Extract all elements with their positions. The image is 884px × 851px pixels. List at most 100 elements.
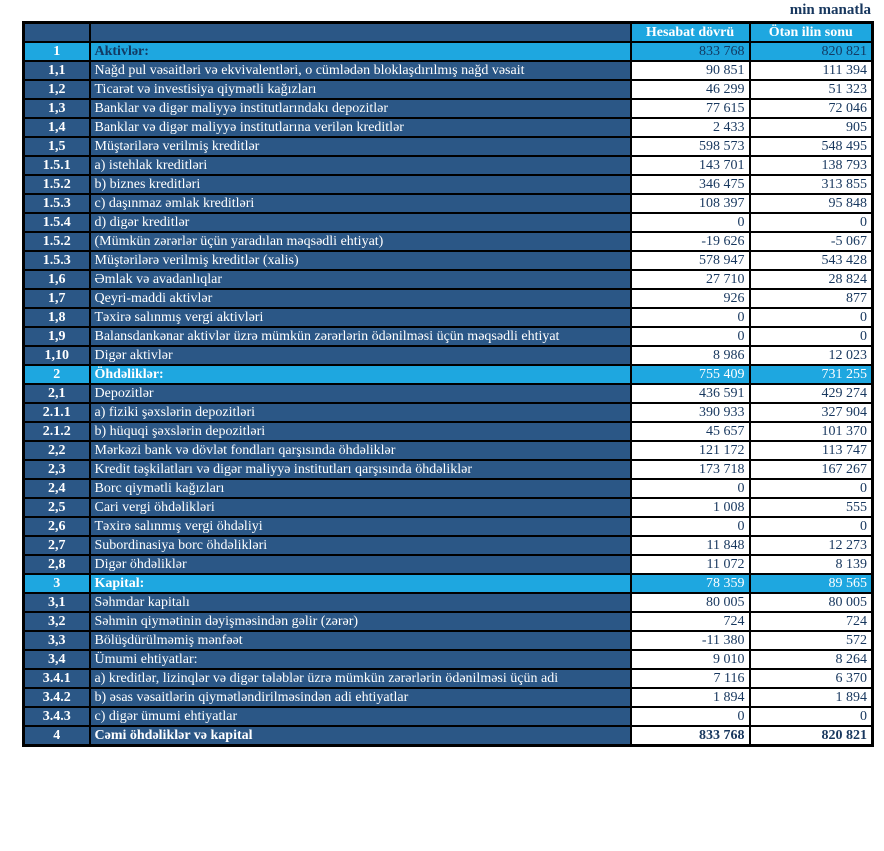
table-row: 2,1 Depozitlər 436 591 429 274 <box>22 383 874 404</box>
row-label-cell: Digər öhdəliklər <box>88 554 632 575</box>
row-label-cell: a) fiziki şəxslərin depozitləri <box>88 402 632 423</box>
value-previous-cell: 101 370 <box>748 421 874 442</box>
table-row: 1.5.2 b) biznes kreditləri 346 475 313 855 <box>22 174 874 195</box>
row-number-cell: 4 <box>22 725 91 747</box>
table-row: 3.4.3 c) digər ümumi ehtiyatlar 0 0 <box>22 706 874 727</box>
table-row: 1,6 Əmlak və avadanlıqlar 27 710 28 824 <box>22 269 874 290</box>
value-previous-cell: 51 323 <box>748 79 874 100</box>
row-label-cell: Ticarət və investisiya qiymətli kağızlar… <box>88 79 632 100</box>
table-row: 1 Aktivlər: 833 768 820 821 <box>22 41 874 62</box>
table-row: 2,2 Mərkəzi bank və dövlət fondları qarşı… <box>22 440 874 461</box>
table-body: 1 Aktivlər: 833 768 820 821 1,1 Nağd pul vəsa… <box>22 41 874 747</box>
value-current-cell: 45 657 <box>629 421 751 442</box>
row-number-cell: 2 <box>22 364 91 385</box>
row-number-cell: 2,3 <box>22 459 91 480</box>
value-previous-cell: 72 046 <box>748 98 874 119</box>
row-label-cell: Aktivlər: <box>88 41 632 62</box>
value-previous-cell: 429 274 <box>748 383 874 404</box>
table-row: 1,4 Banklar və digər maliyyə institutları… <box>22 117 874 138</box>
value-previous-cell: 80 005 <box>748 592 874 613</box>
value-current-cell: 578 947 <box>629 250 751 271</box>
row-label-cell: Səhmdar kapitalı <box>88 592 632 613</box>
row-number-cell: 1,9 <box>22 326 91 347</box>
row-number-cell: 3,4 <box>22 649 91 670</box>
value-current-cell: 833 768 <box>629 41 751 62</box>
value-previous-cell: 8 264 <box>748 649 874 670</box>
value-previous-cell: 12 023 <box>748 345 874 366</box>
row-number-cell: 1,3 <box>22 98 91 119</box>
row-label-cell: Səhmin qiymətinin dəyişməsindən gəlir (z… <box>88 611 632 632</box>
row-label-cell: Nağd pul vəsaitləri və ekvivalentləri, o… <box>88 60 632 81</box>
value-previous-cell: 0 <box>748 307 874 328</box>
value-previous-cell: -5 067 <box>748 231 874 252</box>
row-number-cell: 3 <box>22 573 91 594</box>
row-label-cell: Kredit təşkilatları və digər maliyyə ins… <box>88 459 632 480</box>
row-label-cell: Banklar və digər maliyyə institutlarına … <box>88 117 632 138</box>
table-row: 3,1 Səhmdar kapitalı 80 005 80 005 <box>22 592 874 613</box>
value-previous-cell: 313 855 <box>748 174 874 195</box>
row-number-cell: 3.4.2 <box>22 687 91 708</box>
column-header-previous-year-end: Ötən ilin sonu <box>748 21 874 43</box>
value-previous-cell: 1 894 <box>748 687 874 708</box>
value-previous-cell: 8 139 <box>748 554 874 575</box>
value-previous-cell: 28 824 <box>748 269 874 290</box>
table-header-row: Hesabat dövrü Ötən ilin sonu <box>22 21 874 43</box>
value-current-cell: 1 008 <box>629 497 751 518</box>
row-number-cell: 3.4.1 <box>22 668 91 689</box>
table-row: 1,3 Banklar və digər maliyyə institutları… <box>22 98 874 119</box>
row-number-cell: 2,7 <box>22 535 91 556</box>
table-row: 1,8 Təxirə salınmış vergi aktivləri 0 0 <box>22 307 874 328</box>
row-label-cell: Kapital: <box>88 573 632 594</box>
value-current-cell: 77 615 <box>629 98 751 119</box>
value-current-cell: 598 573 <box>629 136 751 157</box>
value-previous-cell: 0 <box>748 478 874 499</box>
row-label-cell: Müştərilərə verilmiş kreditlər (xalis) <box>88 250 632 271</box>
table-row: 1,2 Ticarət və investisiya qiymətli kağız… <box>22 79 874 100</box>
row-number-cell: 2,1 <box>22 383 91 404</box>
table-row: 2,5 Cari vergi öhdəlikləri 1 008 555 <box>22 497 874 518</box>
table-row: 1.5.1 a) istehlak kreditləri 143 701 138 79… <box>22 155 874 176</box>
row-number-cell: 1,10 <box>22 345 91 366</box>
value-previous-cell: 905 <box>748 117 874 138</box>
table-row: 1.5.4 d) digər kreditlər 0 0 <box>22 212 874 233</box>
value-previous-cell: 820 821 <box>748 41 874 62</box>
value-current-cell: 173 718 <box>629 459 751 480</box>
table-row: 2,7 Subordinasiya borc öhdəlikləri 11 848 1… <box>22 535 874 556</box>
row-label-cell: a) istehlak kreditləri <box>88 155 632 176</box>
value-previous-cell: 167 267 <box>748 459 874 480</box>
table-row: 3,3 Bölüşdürülməmiş mənfəət -11 380 572 <box>22 630 874 651</box>
row-number-cell: 1,2 <box>22 79 91 100</box>
row-label-cell: d) digər kreditlər <box>88 212 632 233</box>
balance-sheet-table: Hesabat dövrü Ötən ilin sonu 1 Aktivlər: 8… <box>22 21 874 747</box>
value-previous-cell: 89 565 <box>748 573 874 594</box>
value-current-cell: 46 299 <box>629 79 751 100</box>
table-row: 1,1 Nağd pul vəsaitləri və ekvivalentləri… <box>22 60 874 81</box>
row-number-cell: 3.4.3 <box>22 706 91 727</box>
row-number-cell: 3,2 <box>22 611 91 632</box>
row-number-cell: 1 <box>22 41 91 62</box>
table-row: 2.1.1 a) fiziki şəxslərin depozitləri 390 … <box>22 402 874 423</box>
row-number-cell: 2,5 <box>22 497 91 518</box>
value-current-cell: 90 851 <box>629 60 751 81</box>
value-previous-cell: 138 793 <box>748 155 874 176</box>
row-number-cell: 3,3 <box>22 630 91 651</box>
table-row: 3,4 Ümumi ehtiyatlar: 9 010 8 264 <box>22 649 874 670</box>
value-current-cell: 78 359 <box>629 573 751 594</box>
value-previous-cell: 113 747 <box>748 440 874 461</box>
row-number-cell: 1,4 <box>22 117 91 138</box>
row-number-cell: 2,2 <box>22 440 91 461</box>
row-number-cell: 2.1.2 <box>22 421 91 442</box>
value-current-cell: 926 <box>629 288 751 309</box>
table-row: 1.5.3 Müştərilərə verilmiş kreditlər (xal… <box>22 250 874 271</box>
row-number-cell: 1.5.2 <box>22 174 91 195</box>
row-number-cell: 1,1 <box>22 60 91 81</box>
value-previous-cell: 0 <box>748 516 874 537</box>
value-current-cell: 11 848 <box>629 535 751 556</box>
row-label-cell: c) daşınmaz əmlak kreditləri <box>88 193 632 214</box>
table-row: 3,2 Səhmin qiymətinin dəyişməsindən gəlir… <box>22 611 874 632</box>
value-previous-cell: 731 255 <box>748 364 874 385</box>
row-number-cell: 2,4 <box>22 478 91 499</box>
row-number-cell: 1.5.1 <box>22 155 91 176</box>
row-label-cell: Borc qiymətli kağızları <box>88 478 632 499</box>
